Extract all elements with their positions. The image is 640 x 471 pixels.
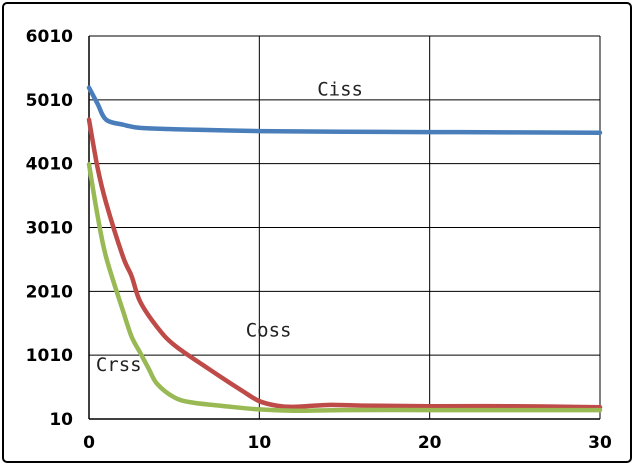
x-tick-label: 0 [83, 433, 95, 453]
grid-lines [88, 35, 601, 420]
chart-frame [2, 2, 632, 463]
y-tick-label: 1010 [26, 346, 73, 366]
series-label-crss: Crss [96, 354, 142, 376]
y-tick-label: 6010 [26, 27, 73, 47]
series-label-ciss: Ciss [317, 78, 363, 100]
x-tick-label: 30 [588, 433, 612, 453]
series-line-coss [86, 117, 603, 410]
y-tick-label: 4010 [26, 155, 73, 175]
series-lines [86, 85, 603, 413]
y-tick-label: 2010 [26, 282, 73, 302]
x-tick-label: 20 [418, 433, 442, 453]
x-tick-label: 10 [247, 433, 271, 453]
series-line-ciss [86, 85, 603, 135]
y-tick-label: 10 [49, 410, 73, 430]
series-line-crss [86, 162, 603, 413]
series-annotations: Ciss Coss Crss [96, 78, 363, 376]
y-tick-label: 5010 [26, 91, 73, 111]
y-tick-label: 3010 [26, 219, 73, 239]
series-label-coss: Coss [246, 320, 292, 342]
